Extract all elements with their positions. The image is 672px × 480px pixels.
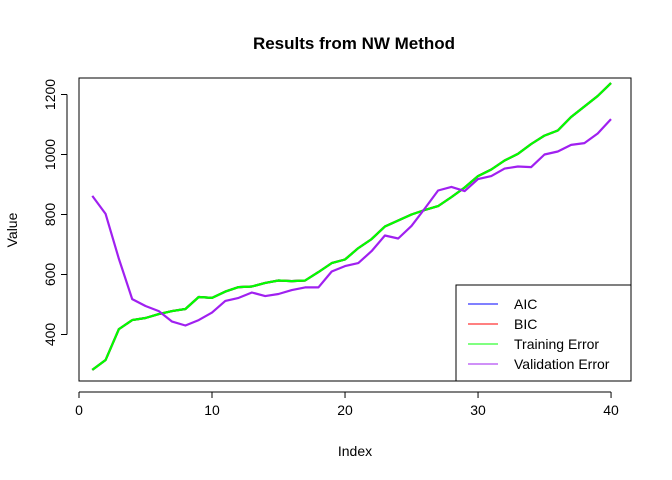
y-tick-label: 1000 <box>42 139 58 170</box>
series-line-training-error <box>91 82 612 371</box>
plot-area-border <box>78 77 632 382</box>
y-axis: 400 600 800 1000 1200 <box>42 79 68 347</box>
x-tick-label: 10 <box>204 402 220 418</box>
legend: AIC BIC Training Error Validation Error <box>455 284 632 382</box>
x-axis: 0 10 20 30 40 <box>75 391 619 418</box>
x-axis-label: Index <box>338 443 372 459</box>
legend-label: Training Error <box>514 336 599 352</box>
legend-label: BIC <box>514 316 537 332</box>
y-tick-label: 400 <box>42 323 58 347</box>
y-axis-label: Value <box>4 212 20 247</box>
x-tick-label: 30 <box>470 402 486 418</box>
y-tick-label: 1200 <box>42 79 58 110</box>
x-tick-label: 40 <box>603 402 619 418</box>
legend-box <box>455 284 632 382</box>
y-tick-label: 600 <box>42 263 58 287</box>
legend-label: Validation Error <box>514 356 610 372</box>
y-tick-label: 800 <box>42 203 58 227</box>
series-line-validation-error <box>91 118 612 327</box>
x-tick-label: 0 <box>75 402 83 418</box>
series-lines <box>91 82 612 371</box>
legend-label: AIC <box>514 296 537 312</box>
x-tick-label: 20 <box>337 402 353 418</box>
chart-title: Results from NW Method <box>253 34 455 53</box>
